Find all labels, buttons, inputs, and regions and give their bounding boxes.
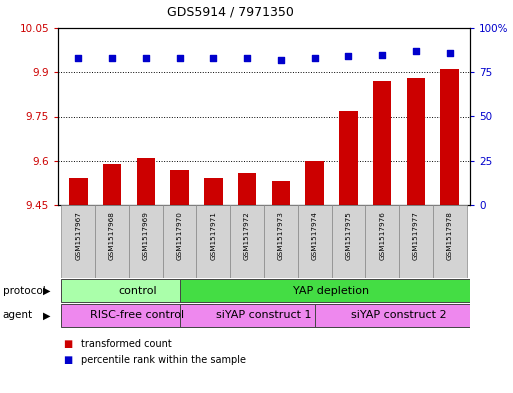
Point	[74, 55, 83, 61]
Point	[344, 53, 352, 59]
Point	[277, 57, 285, 63]
Point	[108, 55, 116, 61]
Bar	[441, 69, 459, 205]
Bar	[62, 304, 213, 327]
Bar	[238, 173, 256, 205]
Point	[446, 50, 454, 56]
Text: GSM1517978: GSM1517978	[447, 211, 453, 260]
Text: GSM1517972: GSM1517972	[244, 211, 250, 260]
Text: RISC-free control: RISC-free control	[90, 310, 184, 321]
Text: siYAP construct 1: siYAP construct 1	[216, 310, 312, 321]
Bar	[196, 205, 230, 278]
Text: ▶: ▶	[43, 310, 50, 321]
Text: GSM1517970: GSM1517970	[176, 211, 183, 260]
Bar	[314, 304, 484, 327]
Text: GSM1517976: GSM1517976	[379, 211, 385, 260]
Point	[243, 55, 251, 61]
Bar	[129, 205, 163, 278]
Point	[175, 55, 184, 61]
Bar	[62, 279, 213, 302]
Text: GDS5914 / 7971350: GDS5914 / 7971350	[167, 6, 294, 18]
Bar	[305, 161, 324, 205]
Text: percentile rank within the sample: percentile rank within the sample	[81, 354, 246, 365]
Bar	[399, 205, 433, 278]
Text: agent: agent	[3, 310, 33, 321]
Text: siYAP construct 2: siYAP construct 2	[351, 310, 447, 321]
Text: protocol: protocol	[3, 285, 45, 296]
Bar	[180, 279, 484, 302]
Bar	[163, 205, 196, 278]
Bar	[95, 205, 129, 278]
Bar	[180, 304, 348, 327]
Bar	[271, 182, 290, 205]
Bar	[170, 170, 189, 205]
Text: GSM1517977: GSM1517977	[413, 211, 419, 260]
Text: control: control	[118, 285, 156, 296]
Point	[310, 55, 319, 61]
Bar	[298, 205, 331, 278]
Text: transformed count: transformed count	[81, 339, 172, 349]
Bar	[373, 81, 391, 205]
Point	[209, 55, 218, 61]
Bar	[407, 78, 425, 205]
Bar	[103, 164, 121, 205]
Text: GSM1517969: GSM1517969	[143, 211, 149, 260]
Text: ■: ■	[63, 339, 72, 349]
Point	[412, 48, 420, 54]
Bar	[136, 158, 155, 205]
Bar	[365, 205, 399, 278]
Text: GSM1517967: GSM1517967	[75, 211, 81, 260]
Text: GSM1517975: GSM1517975	[345, 211, 351, 260]
Bar	[264, 205, 298, 278]
Bar	[62, 205, 95, 278]
Bar	[230, 205, 264, 278]
Text: GSM1517968: GSM1517968	[109, 211, 115, 260]
Text: YAP depletion: YAP depletion	[293, 285, 369, 296]
Bar	[204, 178, 223, 205]
Text: ▶: ▶	[43, 285, 50, 296]
Text: GSM1517973: GSM1517973	[278, 211, 284, 260]
Bar	[331, 205, 365, 278]
Bar	[433, 205, 467, 278]
Text: ■: ■	[63, 354, 72, 365]
Text: GSM1517971: GSM1517971	[210, 211, 216, 260]
Point	[142, 55, 150, 61]
Bar	[339, 110, 358, 205]
Text: GSM1517974: GSM1517974	[312, 211, 318, 260]
Bar	[69, 178, 88, 205]
Point	[378, 51, 386, 58]
